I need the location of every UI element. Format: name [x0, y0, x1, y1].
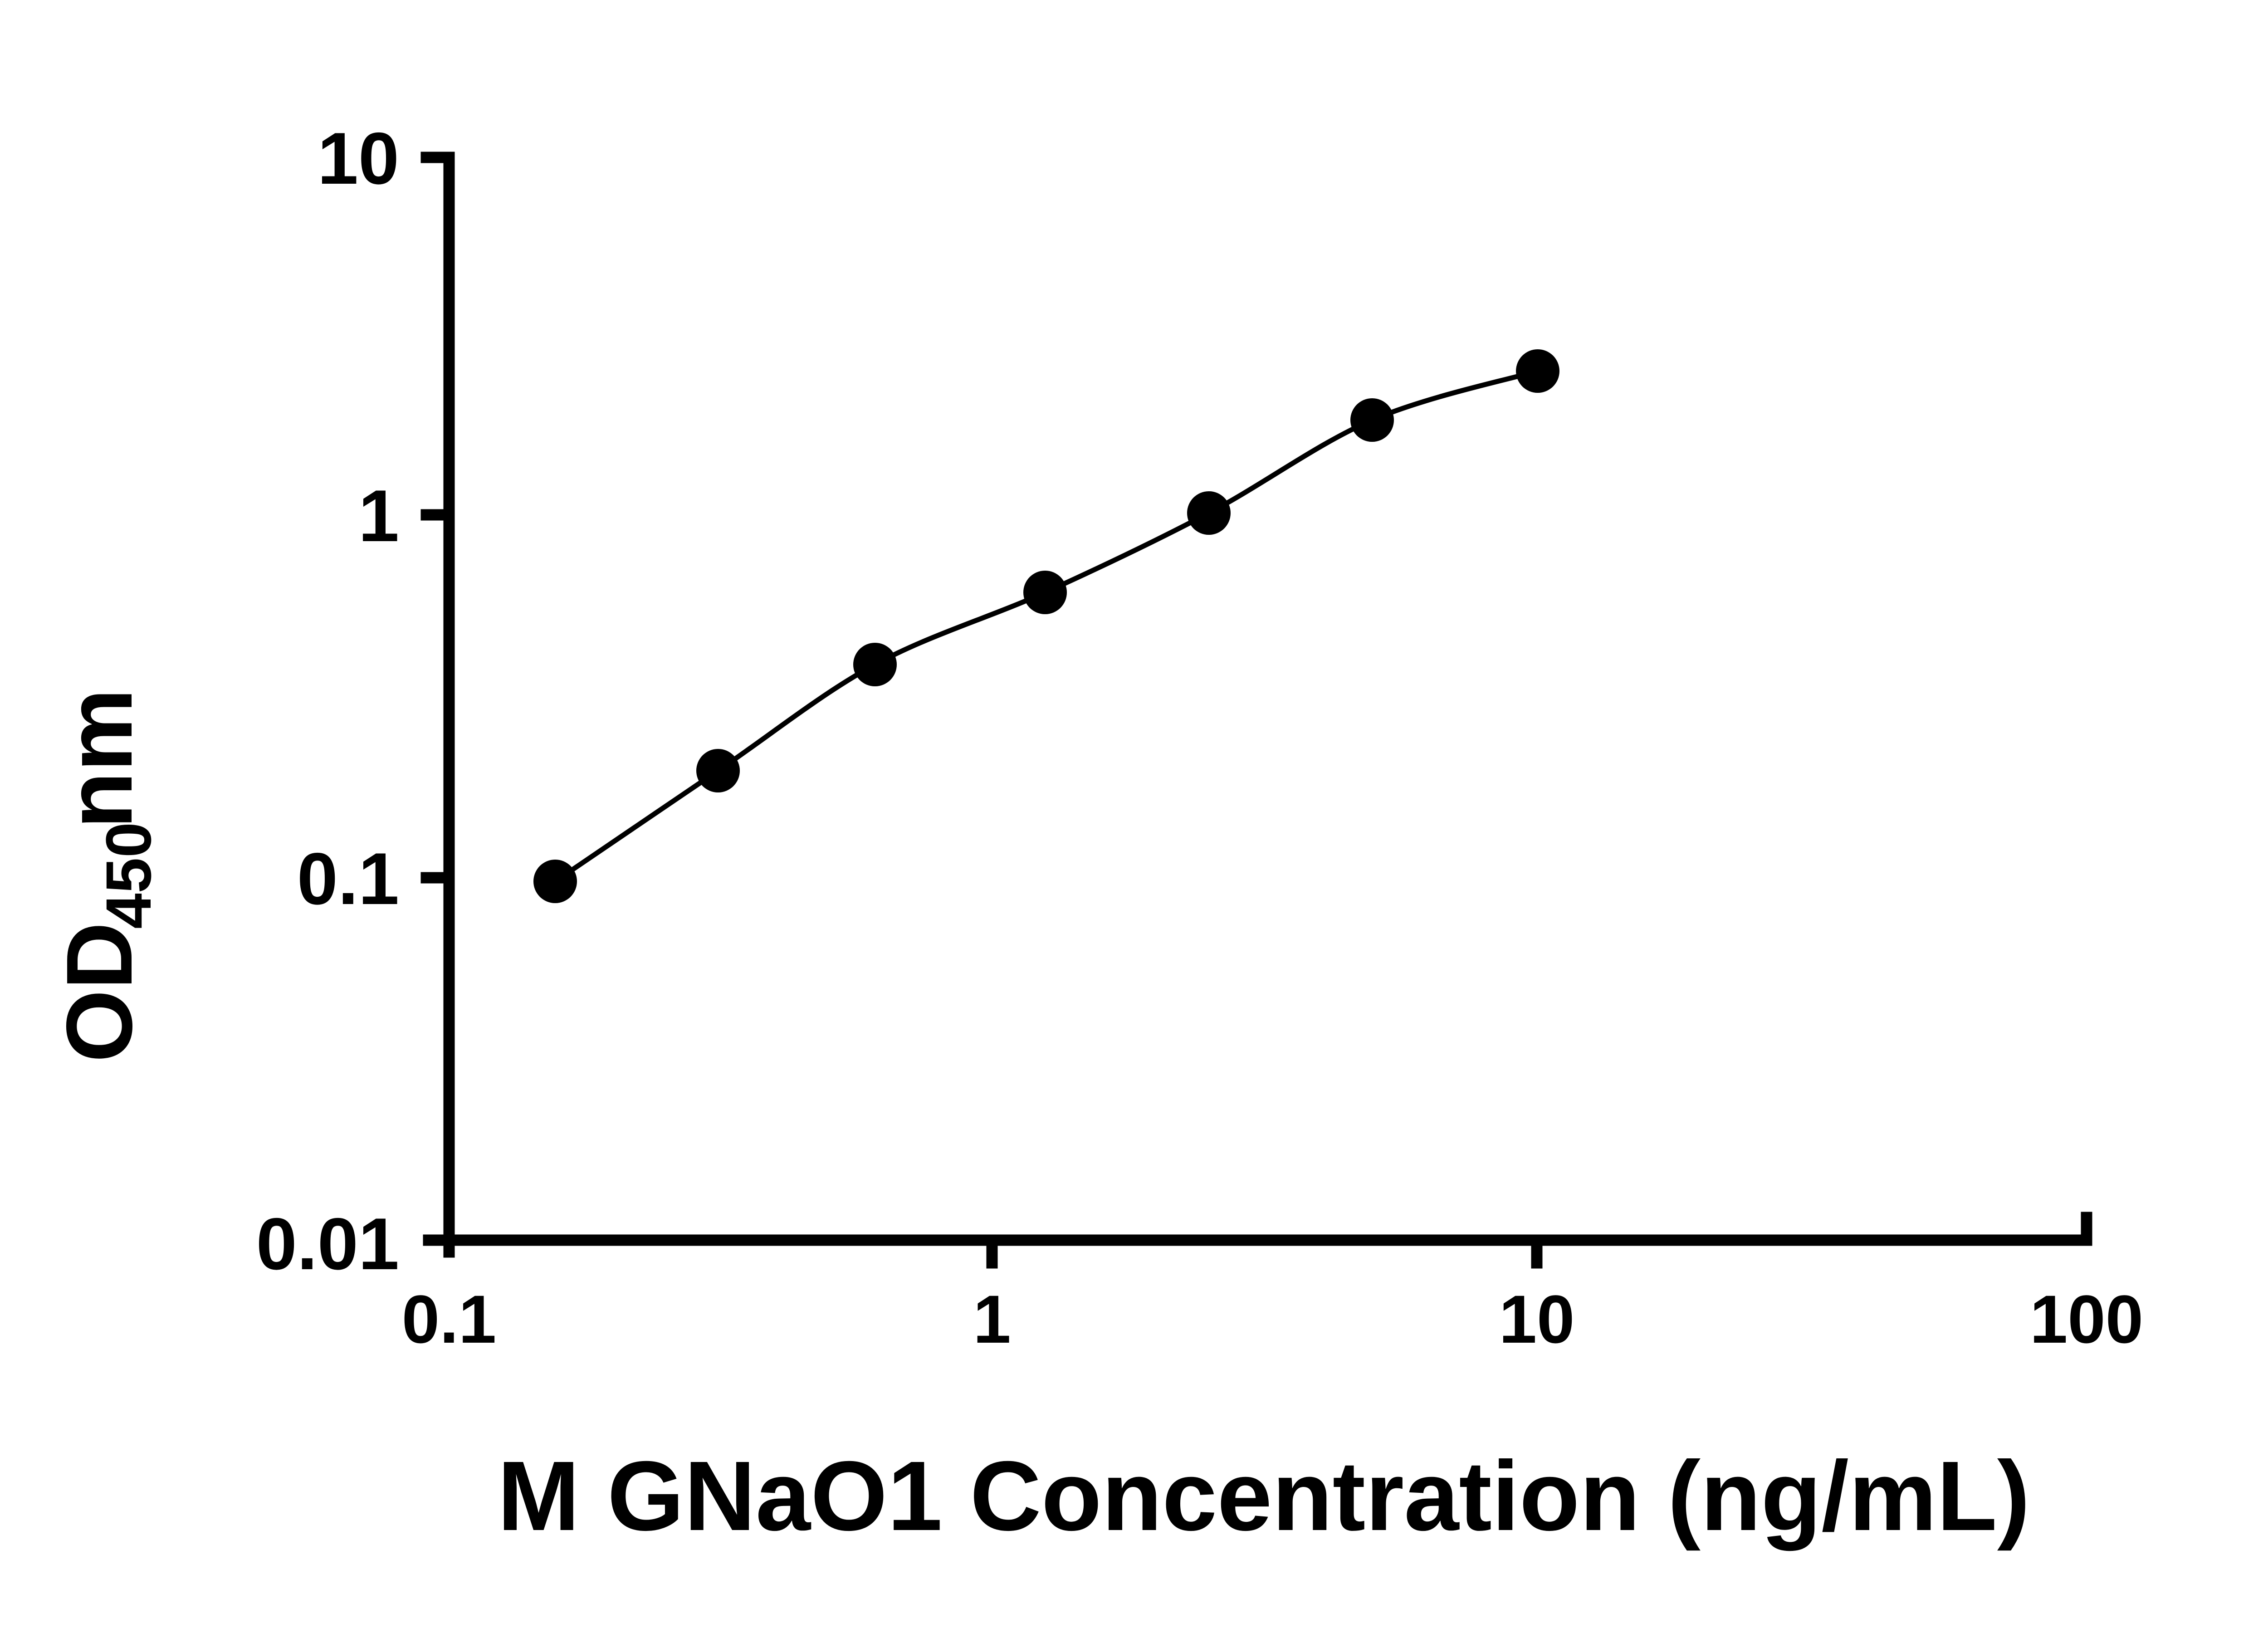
- svg-text:0.01: 0.01: [256, 1203, 399, 1285]
- svg-text:10: 10: [1499, 1281, 1575, 1357]
- svg-text:0.1: 0.1: [297, 838, 399, 920]
- svg-text:M GNaO1 Concentration (ng/mL): M GNaO1 Concentration (ng/mL): [498, 1441, 2030, 1551]
- svg-text:10: 10: [318, 117, 399, 200]
- svg-text:nm: nm: [47, 689, 152, 829]
- svg-text:100: 100: [2030, 1281, 2143, 1357]
- svg-text:0.1: 0.1: [402, 1281, 497, 1357]
- svg-text:1: 1: [973, 1281, 1011, 1357]
- svg-text:450: 450: [93, 822, 164, 929]
- svg-text:1: 1: [358, 475, 399, 557]
- svg-text:OD: OD: [47, 922, 152, 1062]
